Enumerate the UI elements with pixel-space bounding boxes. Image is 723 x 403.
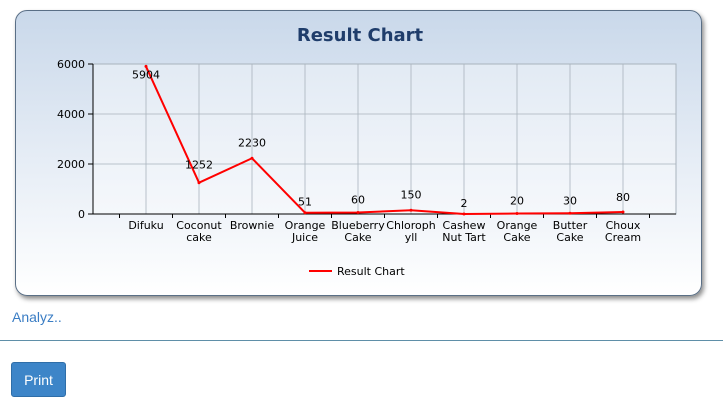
- data-point: [356, 211, 360, 214]
- y-tick-label: 6000: [57, 58, 85, 71]
- x-tick-label: Orange Juice: [285, 219, 326, 244]
- legend-label: Result Chart: [337, 265, 405, 278]
- data-point: [144, 64, 148, 68]
- result-chart-panel: Result Chart 0 2000 4000 6000 Difuku Coconut c…: [15, 10, 702, 296]
- x-tick-label: Chloroph yll: [386, 219, 435, 244]
- data-point: [621, 210, 625, 214]
- print-button[interactable]: Print: [11, 362, 66, 397]
- data-label: 60: [351, 194, 365, 207]
- x-tick-label: Blueberry Cake: [331, 219, 385, 244]
- x-tick-label: Difuku: [128, 219, 163, 232]
- data-point: [197, 181, 201, 185]
- chart-title: Result Chart: [297, 25, 424, 46]
- x-tick-label: Butter Cake: [553, 219, 588, 244]
- data-label: 30: [563, 194, 577, 207]
- data-label: 80: [616, 191, 630, 204]
- data-label: 2: [461, 197, 468, 210]
- y-tick-label: 4000: [57, 108, 85, 121]
- data-point: [250, 156, 254, 160]
- data-label: 51: [298, 196, 312, 209]
- data-point: [515, 212, 519, 215]
- data-point: [462, 212, 466, 216]
- data-point: [303, 211, 307, 215]
- analyz-link[interactable]: Analyz..: [12, 309, 62, 325]
- data-label: 5904: [132, 68, 160, 81]
- y-tick-label: 0: [78, 208, 85, 221]
- data-label: 150: [401, 188, 422, 201]
- x-tick-label: Brownie: [230, 219, 275, 232]
- x-tick-label: Choux Cream: [605, 219, 641, 244]
- data-point: [568, 211, 572, 215]
- x-tick-label: Orange Cake: [497, 219, 538, 244]
- data-label: 1252: [185, 159, 213, 172]
- data-label: 2230: [238, 136, 266, 149]
- result-chart: Result Chart 0 2000 4000 6000 Difuku Coconut c…: [57, 25, 677, 278]
- x-tick-label: Cashew Nut Tart: [442, 219, 486, 244]
- divider: [0, 340, 723, 341]
- data-label: 20: [510, 195, 524, 208]
- plot-area: [92, 63, 677, 215]
- x-tick-label: Coconut cake: [176, 219, 222, 244]
- y-tick-label: 2000: [57, 158, 85, 171]
- data-point: [409, 208, 413, 212]
- series-line: [145, 65, 624, 215]
